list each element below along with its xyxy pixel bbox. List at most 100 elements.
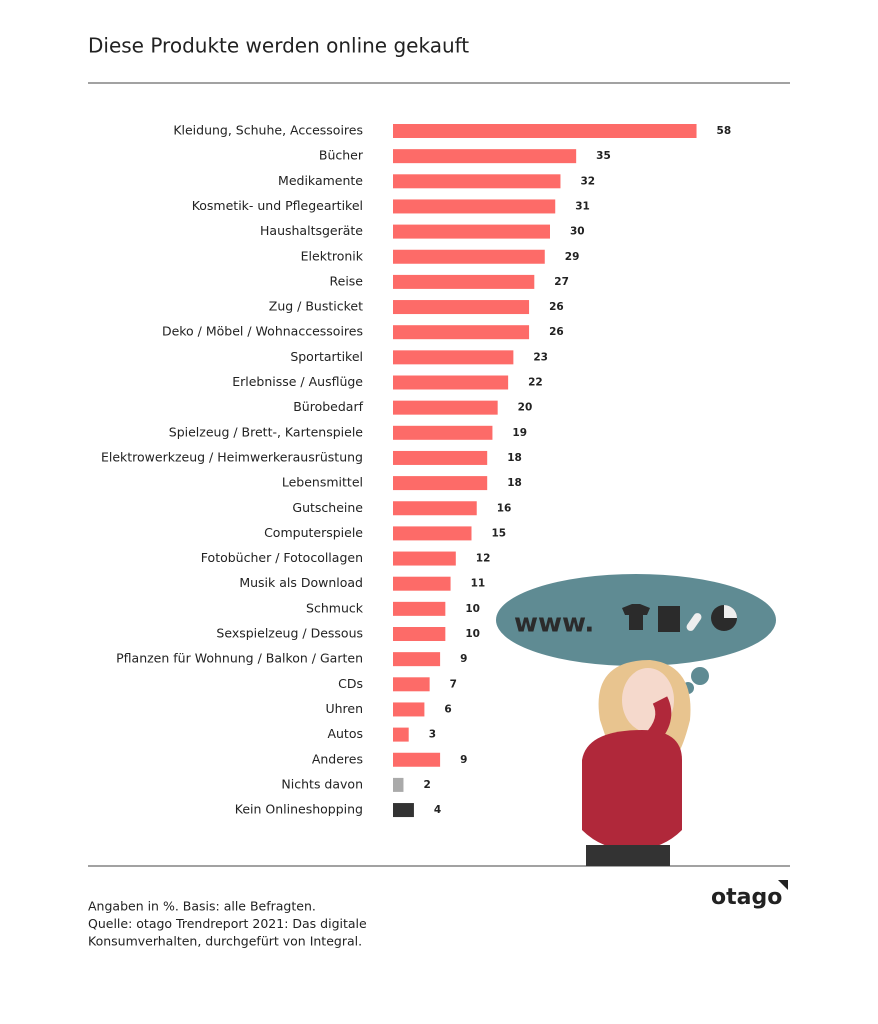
value-label: 10	[465, 603, 480, 615]
bar	[393, 501, 477, 516]
category-label: Bücher	[319, 148, 364, 163]
value-label: 10	[465, 628, 480, 640]
category-label: Gutscheine	[292, 500, 363, 515]
category-label: Nichts davon	[281, 776, 363, 791]
chart-title: Diese Produkte werden online gekauft	[88, 34, 469, 58]
bar	[393, 350, 514, 365]
category-label: Zug / Busticket	[269, 299, 363, 314]
footnote: Quelle: otago Trendreport 2021: Das digi…	[88, 916, 367, 931]
bar	[393, 702, 425, 717]
category-label: Schmuck	[306, 600, 364, 615]
value-label: 30	[570, 226, 585, 238]
category-label: Anderes	[312, 751, 363, 766]
bar	[393, 300, 530, 315]
value-label: 11	[471, 578, 486, 590]
bar	[393, 803, 414, 818]
value-label: 31	[575, 200, 590, 212]
value-label: 9	[460, 754, 467, 766]
value-label: 18	[507, 477, 522, 489]
category-label: Sexspielzeug / Dessous	[216, 626, 363, 641]
book-icon	[658, 606, 680, 632]
category-label: Haushaltsgeräte	[260, 223, 363, 238]
bar	[393, 450, 488, 465]
bar	[393, 425, 493, 440]
logo-mark	[778, 880, 788, 890]
value-label: 20	[518, 402, 533, 414]
value-label: 16	[497, 502, 512, 514]
category-label: Musik als Download	[239, 575, 363, 590]
category-label: Kleidung, Schuhe, Accessoires	[173, 123, 363, 138]
sweater	[582, 730, 682, 850]
bar	[393, 551, 456, 566]
value-label: 22	[528, 377, 543, 389]
value-label: 9	[460, 653, 467, 665]
value-label: 19	[512, 427, 527, 439]
value-label: 32	[580, 175, 595, 187]
category-label: Fotobücher / Fotocollagen	[201, 550, 363, 565]
bubble-dot	[691, 667, 709, 685]
bar	[393, 325, 530, 340]
value-label: 4	[434, 804, 441, 816]
category-label: Bürobedarf	[293, 399, 363, 414]
bar	[393, 476, 488, 491]
value-label: 58	[717, 125, 732, 137]
category-label: Uhren	[325, 701, 363, 716]
bar	[393, 124, 697, 138]
value-label: 18	[507, 452, 522, 464]
category-label: Lebensmittel	[282, 475, 363, 490]
category-label: Sportartikel	[290, 349, 363, 364]
category-label: Medikamente	[278, 173, 363, 188]
bar	[393, 526, 472, 541]
bubble-text: www.	[514, 609, 594, 639]
bar	[393, 224, 550, 239]
bar	[393, 199, 556, 214]
footnote: Konsumverhalten, durchgefürt von Integra…	[88, 934, 362, 949]
category-label: CDs	[338, 676, 363, 691]
logo: otago	[711, 885, 782, 910]
value-label: 3	[429, 729, 436, 741]
bar	[393, 274, 535, 289]
value-label: 27	[554, 276, 569, 288]
value-label: 7	[450, 678, 457, 690]
value-label: 12	[476, 553, 491, 565]
value-label: 23	[533, 351, 548, 363]
bar	[393, 400, 498, 415]
ball-icon-part	[724, 605, 737, 618]
shirt-icon	[622, 604, 650, 630]
pill-icon	[686, 613, 702, 631]
category-label: Elektrowerkzeug / Heimwerkerausrüstung	[101, 449, 363, 464]
bar	[393, 777, 404, 792]
pants	[586, 845, 670, 866]
category-label: Erlebnisse / Ausflüge	[232, 374, 363, 389]
category-label: Spielzeug / Brett-, Kartenspiele	[169, 424, 364, 439]
arm	[644, 696, 672, 746]
value-label: 2	[423, 779, 430, 791]
category-label: Reise	[330, 273, 364, 288]
category-label: Kein Onlineshopping	[235, 802, 363, 817]
bar	[393, 149, 577, 164]
category-label: Pflanzen für Wohnung / Balkon / Garten	[116, 651, 363, 666]
category-label: Computerspiele	[264, 525, 363, 540]
bar	[393, 601, 446, 616]
category-label: Autos	[327, 726, 363, 741]
value-label: 6	[444, 703, 451, 715]
bar	[393, 375, 509, 390]
bar	[393, 174, 561, 189]
category-label: Kosmetik- und Pflegeartikel	[192, 198, 363, 213]
bar	[393, 677, 430, 692]
illustration: www.	[496, 574, 776, 866]
bar	[393, 752, 441, 767]
bar	[393, 727, 409, 742]
value-label: 35	[596, 150, 611, 162]
bar	[393, 576, 451, 591]
category-label: Elektronik	[301, 248, 364, 263]
value-label: 15	[492, 527, 507, 539]
footnote: Angaben in %. Basis: alle Befragten.	[88, 899, 316, 914]
bar	[393, 249, 545, 264]
value-label: 26	[549, 326, 564, 338]
value-label: 26	[549, 301, 564, 313]
bar	[393, 652, 441, 667]
category-label: Deko / Möbel / Wohnaccessoires	[162, 324, 363, 339]
bar	[393, 627, 446, 641]
